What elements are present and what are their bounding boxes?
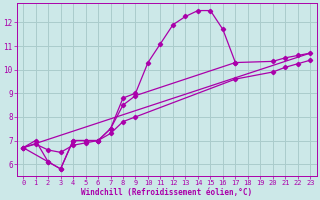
X-axis label: Windchill (Refroidissement éolien,°C): Windchill (Refroidissement éolien,°C)	[81, 188, 252, 197]
